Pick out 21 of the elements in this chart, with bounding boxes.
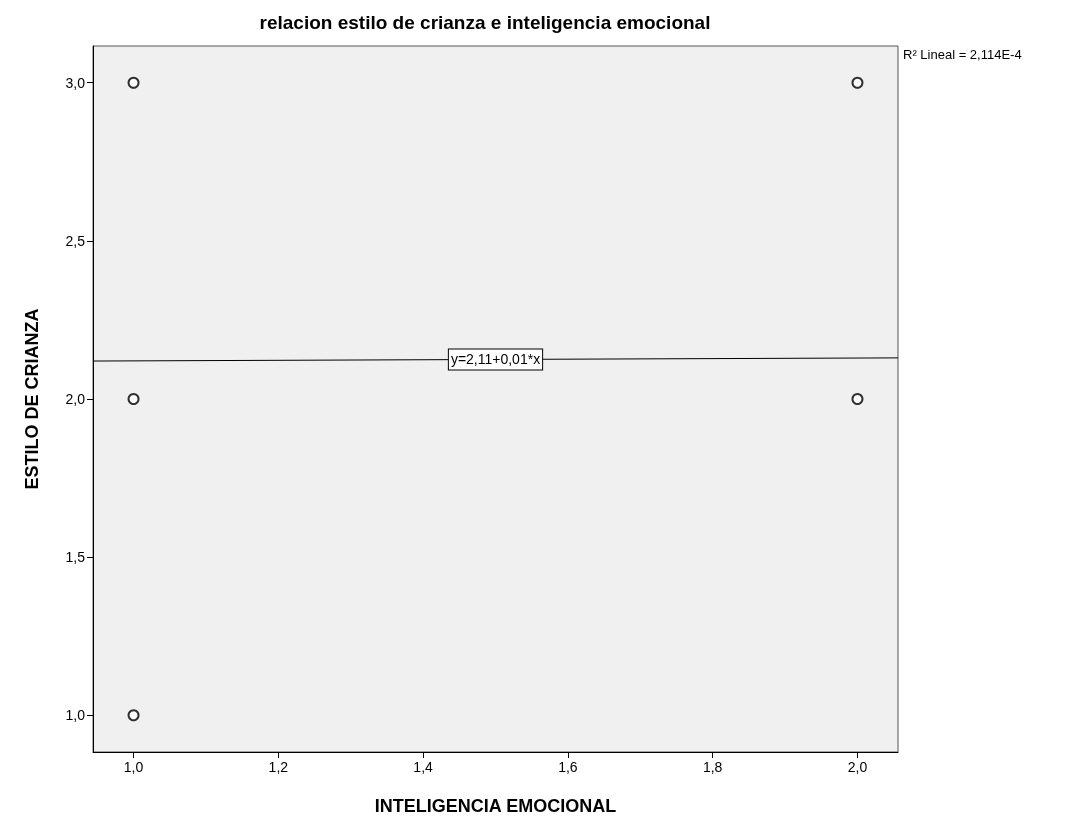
- point: [851, 393, 864, 405]
- x-tick-label: 1,8: [702, 759, 723, 775]
- annotation: y=2,11+0,01*x: [450, 351, 541, 368]
- y-tick-label: 1,0: [65, 707, 86, 724]
- x-tick-label: 1,6: [558, 759, 578, 775]
- x-axis-title: INTELIGENCIA EMOCIONAL: [374, 796, 617, 816]
- y-tick-label: 1,5: [65, 549, 86, 566]
- x-tick-label: 2,0: [847, 759, 868, 775]
- x-tick-label: 1,2: [268, 759, 289, 775]
- chart-title: relacion estilo de crianza e inteligencia emocional: [259, 12, 711, 33]
- y-tick-label: 2,5: [65, 232, 86, 249]
- point: [127, 393, 140, 405]
- y-tick-label: 3,0: [65, 74, 86, 91]
- x-tick-label: 1,0: [123, 759, 144, 775]
- y-tick-label: 2,0: [65, 391, 86, 407]
- y-axis-title: ESTILO DE CRIANZA: [22, 308, 42, 490]
- point: [127, 709, 140, 722]
- point: [127, 76, 140, 89]
- x-tick-label: 1,4: [413, 759, 434, 775]
- point: [851, 76, 864, 89]
- text: R² Lineal = 2,114E-4: [903, 47, 1022, 62]
